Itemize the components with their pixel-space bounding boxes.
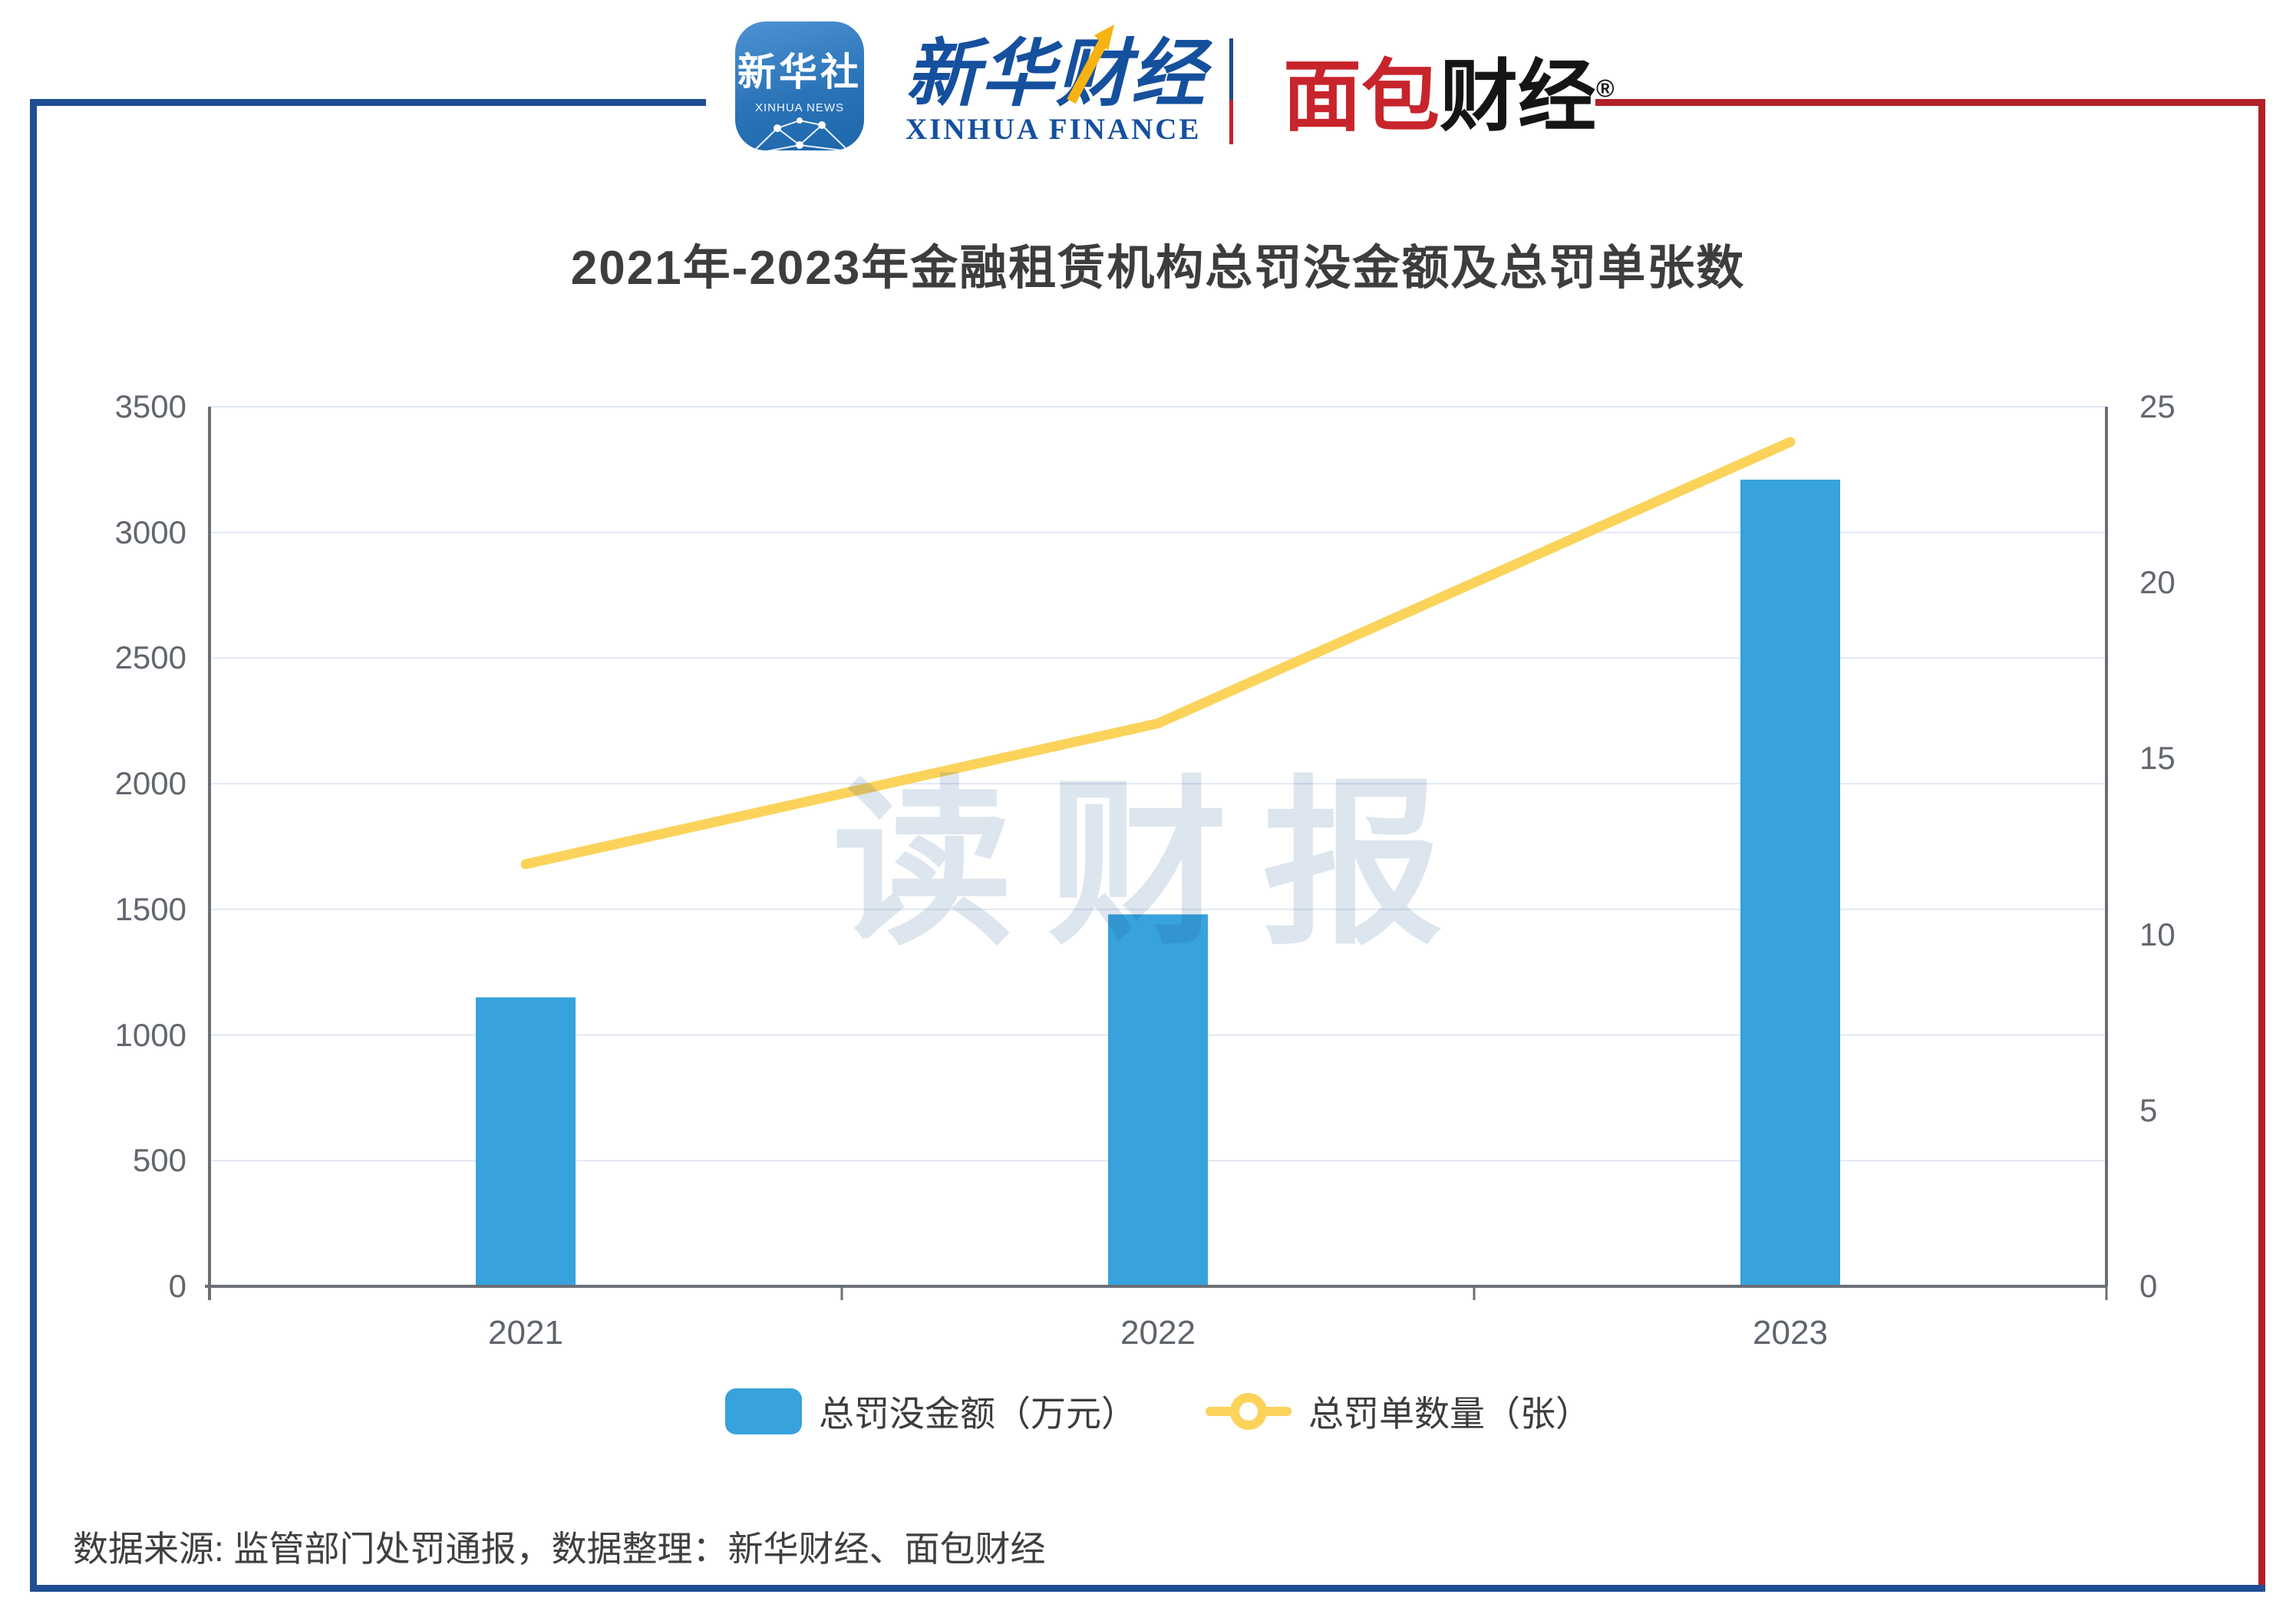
y-axis-label-right: 20 bbox=[2139, 564, 2176, 601]
y-axis-label-left: 3500 bbox=[114, 388, 186, 424]
data-source-note: 数据来源: 监管部门处罚通报，数据整理：新华财经、面包财经 bbox=[73, 1529, 1046, 1569]
xinhua-news-logo-en: XINHUA NEWS bbox=[754, 101, 844, 114]
header-divider-red bbox=[1229, 100, 1233, 144]
legend-label-bar: 总罚没金额（万元） bbox=[819, 1394, 1136, 1434]
frame-border-bottom bbox=[30, 1585, 2265, 1592]
registered-mark-icon: ® bbox=[1596, 74, 1615, 102]
x-axis-label: 2021 bbox=[488, 1314, 563, 1352]
y-axis-label-left: 500 bbox=[132, 1142, 186, 1179]
xinhua-finance-logo-en: XINHUA FINANCE bbox=[906, 113, 1202, 146]
bar-2023 bbox=[1740, 479, 1840, 1286]
y-axis-label-right: 0 bbox=[2139, 1268, 2158, 1304]
frame-border-top-red bbox=[1595, 99, 2265, 106]
frame-border-left bbox=[30, 99, 37, 1592]
xinhua-finance-logo-cn: 新华财经 bbox=[906, 33, 1206, 115]
x-axis-label: 2022 bbox=[1120, 1314, 1196, 1352]
bar-2022 bbox=[1108, 914, 1208, 1286]
mianbao-finance-logo: 面包财经® bbox=[1283, 34, 1615, 147]
y-axis-label-left: 1500 bbox=[114, 890, 186, 927]
xinhua-news-logo-cn: 新华社 bbox=[737, 51, 862, 94]
watermark: 读财报 bbox=[833, 763, 1477, 965]
y-axis-label-right: 5 bbox=[2139, 1091, 2158, 1128]
x-axis-label: 2023 bbox=[1753, 1314, 1828, 1352]
frame-border-right bbox=[2258, 99, 2265, 1592]
line-series-marker-icon bbox=[1206, 1388, 1292, 1434]
mianbao-logo-black: 财经 bbox=[1440, 53, 1596, 140]
bar-series-swatch-icon bbox=[725, 1388, 802, 1434]
finance-arrow-icon bbox=[1067, 25, 1114, 104]
chart-legend: 总罚没金额（万元） 总罚单数量（张） bbox=[209, 1386, 2106, 1437]
mianbao-logo-red: 面包 bbox=[1283, 53, 1440, 140]
legend-item-line: 总罚单数量（张） bbox=[1206, 1386, 1591, 1437]
legend-label-line: 总罚单数量（张） bbox=[1308, 1394, 1591, 1434]
bar-2021 bbox=[476, 997, 576, 1286]
penalty-count-line bbox=[520, 437, 1796, 870]
xinhua-news-logo: 新华社 XINHUA NEWS bbox=[735, 21, 864, 150]
y-axis-label-right: 10 bbox=[2139, 916, 2176, 952]
y-axis-label-right: 25 bbox=[2139, 388, 2176, 424]
y-axis-label-left: 2500 bbox=[114, 639, 186, 676]
y-axis-label-left: 3000 bbox=[114, 513, 186, 550]
y-axis-label-left: 1000 bbox=[114, 1016, 186, 1053]
legend-item-bar: 总罚没金额（万元） bbox=[725, 1386, 1136, 1437]
y-axis-label-right: 15 bbox=[2139, 740, 2176, 777]
y-axis-label-left: 0 bbox=[168, 1268, 186, 1304]
chart-title: 2021年-2023年金融租赁机构总罚没金额及总罚单张数 bbox=[570, 242, 1746, 295]
header-divider-blue bbox=[1229, 38, 1233, 100]
frame-border-top-blue bbox=[30, 99, 706, 106]
y-axis-label-left: 2000 bbox=[114, 765, 186, 802]
